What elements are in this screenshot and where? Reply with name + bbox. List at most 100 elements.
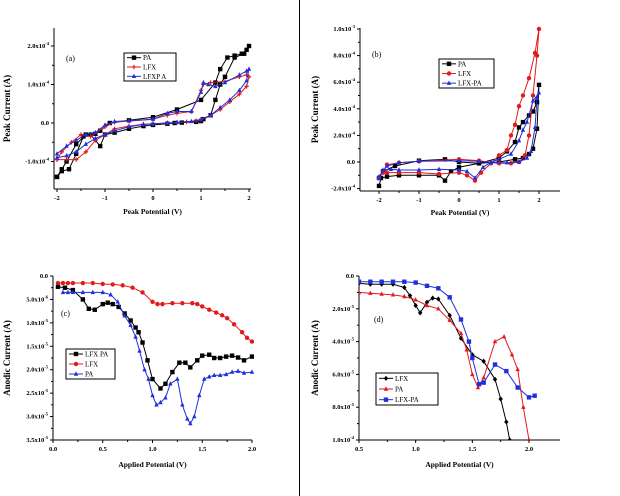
- x-tick-label: 2.0: [248, 446, 256, 453]
- data-point: [180, 402, 185, 407]
- data-point: [80, 297, 86, 302]
- data-point: [165, 120, 170, 125]
- data-point: [154, 402, 159, 407]
- data-point: [207, 352, 212, 357]
- data-point: [131, 73, 137, 79]
- y-tick-label: 1.0x10-3: [333, 24, 355, 33]
- data-point: [195, 301, 200, 307]
- data-point: [105, 300, 110, 305]
- y-axis-label: Peak Current (A): [2, 75, 12, 142]
- data-point: [141, 121, 146, 127]
- legend-label: LFX: [85, 361, 98, 369]
- data-point: [163, 395, 168, 400]
- data-point: [213, 310, 219, 315]
- data-point: [55, 284, 61, 289]
- legend-item: LFX: [69, 361, 98, 369]
- data-point: [198, 117, 204, 122]
- data-point: [201, 79, 206, 85]
- data-point: [446, 80, 452, 85]
- data-point: [492, 338, 498, 344]
- legend: LFX PA LFX PA: [65, 348, 116, 380]
- data-point: [532, 393, 537, 398]
- data-point: [112, 118, 117, 124]
- data-point: [534, 53, 540, 58]
- data-point: [174, 119, 180, 124]
- data-point: [64, 157, 69, 162]
- data-point: [492, 362, 498, 367]
- y-tick-label: 6.0x10-4: [333, 77, 355, 86]
- x-tick-label: 0.5: [355, 446, 364, 453]
- data-point: [92, 307, 97, 312]
- data-point: [98, 143, 103, 149]
- data-point: [379, 279, 384, 284]
- data-point: [80, 289, 86, 295]
- data-point: [512, 157, 518, 162]
- data-point: [501, 333, 507, 339]
- data-point: [189, 108, 194, 114]
- data-point: [390, 281, 396, 287]
- y-tick-label: 0.0: [41, 120, 49, 127]
- series-pa: [359, 289, 531, 440]
- data-point: [55, 280, 61, 286]
- series-lfx-pa: [359, 279, 537, 400]
- data-point: [413, 280, 418, 285]
- data-point: [383, 375, 389, 381]
- data-point: [130, 285, 135, 290]
- data-point: [458, 317, 464, 322]
- data-point: [436, 286, 441, 291]
- data-point: [515, 385, 520, 390]
- data-point: [165, 110, 170, 116]
- data-point: [122, 313, 127, 318]
- data-point: [174, 108, 180, 114]
- data-point: [534, 95, 540, 100]
- legend-item: LFX: [442, 70, 471, 78]
- y-tick-label: 2.0x10-4: [27, 41, 49, 50]
- panel-b-chart: -2 -1 0 1 2 -2.0x10-4 0.0 2.0x10-4 4.0x10-4 6.0x1…: [310, 24, 560, 217]
- data-point: [90, 289, 95, 295]
- data-point: [211, 372, 217, 378]
- data-point: [170, 300, 175, 306]
- data-point: [83, 149, 88, 155]
- data-point: [472, 175, 478, 180]
- data-point: [481, 374, 486, 380]
- legend-label: PA: [395, 386, 403, 394]
- panel-a-chart: -2 -1 0 1 2 -1.0x10-4 0.0 1.0x10-4 2.0x10-4 Peak …: [2, 28, 252, 216]
- legend-item: PA: [69, 371, 93, 379]
- x-tick-label: 0: [457, 197, 460, 204]
- series-lfx-pa: [376, 90, 542, 180]
- data-point: [207, 374, 212, 379]
- data-point: [456, 157, 462, 163]
- data-point: [384, 174, 390, 179]
- data-point: [102, 122, 108, 127]
- data-point: [526, 76, 532, 81]
- data-point: [225, 55, 230, 60]
- data-point: [509, 352, 515, 357]
- x-tick-label: 1.5: [198, 446, 207, 453]
- data-point: [515, 366, 520, 372]
- x-tick-label: 1: [199, 195, 202, 202]
- data-point: [222, 74, 228, 79]
- x-tick-label: 1: [497, 197, 500, 204]
- data-point: [376, 173, 382, 179]
- series-lfx: [55, 280, 254, 344]
- data-point: [508, 161, 514, 166]
- data-point: [413, 297, 418, 302]
- data-point: [496, 156, 502, 162]
- y-tick-label: 1.5x10-5: [26, 341, 48, 350]
- data-point: [116, 304, 121, 310]
- data-point: [379, 291, 384, 296]
- data-point: [140, 290, 145, 295]
- data-point: [368, 290, 373, 295]
- data-point: [466, 339, 472, 344]
- data-point: [464, 347, 469, 352]
- data-point: [424, 299, 430, 305]
- y-tick-label: 2.0x10-5: [26, 365, 48, 374]
- y-tick-label: 4.0x10-5: [332, 337, 354, 346]
- x-tick-label: -1: [102, 195, 107, 202]
- data-point: [218, 104, 223, 110]
- data-point: [424, 283, 430, 289]
- x-tick-label: 2: [247, 195, 250, 202]
- data-point: [536, 82, 542, 88]
- data-point: [54, 174, 60, 180]
- data-point: [458, 330, 464, 336]
